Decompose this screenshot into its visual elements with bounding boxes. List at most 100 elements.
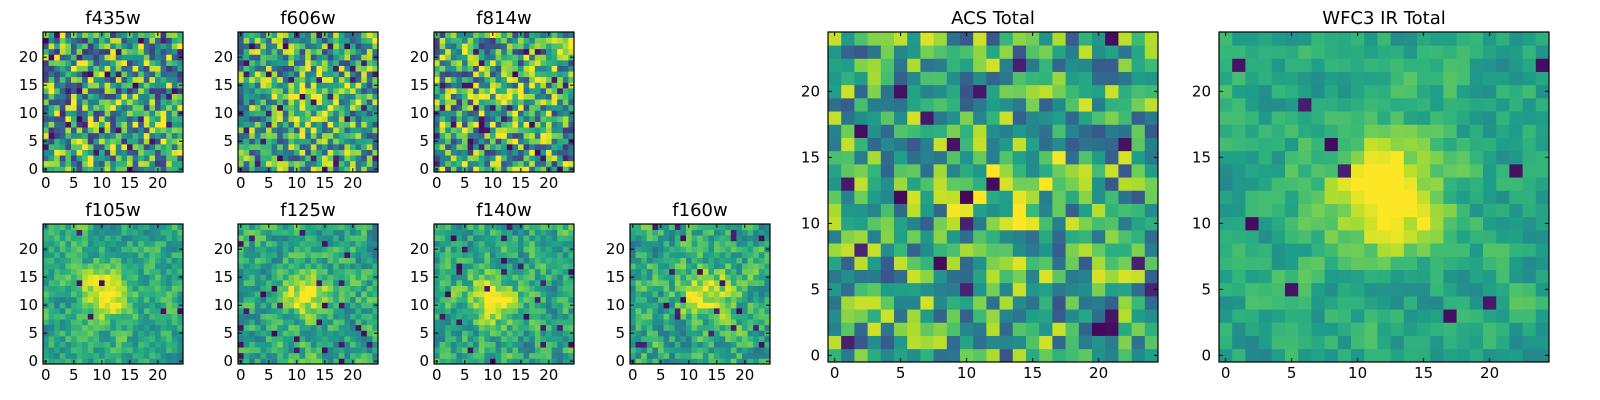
- heatmap-cell: [59, 224, 66, 230]
- heatmap-cell: [456, 32, 463, 38]
- heatmap-cell: [490, 71, 496, 78]
- heatmap-cell: [361, 132, 368, 139]
- heatmap-cell: [439, 347, 446, 354]
- heatmap-cell: [697, 235, 704, 242]
- heatmap-cell: [518, 116, 524, 122]
- heatmap-cell: [132, 116, 139, 122]
- heatmap-cell: [557, 144, 564, 150]
- heatmap-cell: [149, 324, 156, 331]
- heatmap-cell: [143, 330, 150, 337]
- heatmap-cell: [506, 358, 513, 365]
- heatmap-cell: [568, 149, 575, 156]
- heatmap-cell: [867, 177, 882, 191]
- y-tick-label: 0: [28, 352, 38, 370]
- heatmap-cell: [299, 352, 306, 359]
- heatmap-cell: [725, 263, 732, 270]
- heatmap-cell: [138, 82, 145, 89]
- heatmap-cell: [104, 246, 111, 253]
- heatmap-cell: [271, 48, 278, 55]
- heatmap-cell: [104, 104, 111, 111]
- heatmap-cell: [87, 274, 94, 281]
- heatmap-cell: [484, 132, 491, 139]
- heatmap-cell: [266, 252, 272, 258]
- heatmap-cell: [518, 155, 524, 162]
- heatmap-cell: [501, 330, 508, 337]
- heatmap-cell: [641, 302, 648, 309]
- heatmap-cell: [880, 243, 895, 257]
- heatmap-cell: [54, 65, 61, 72]
- heatmap-cell: [305, 144, 312, 150]
- heatmap-cell: [473, 240, 480, 247]
- heatmap-cell: [93, 76, 100, 83]
- heatmap-cell: [355, 93, 362, 100]
- heatmap-cell: [450, 65, 457, 72]
- heatmap-cell: [294, 160, 300, 167]
- heatmap-cell: [93, 224, 100, 230]
- heatmap-cell: [171, 229, 178, 236]
- heatmap-cell: [282, 285, 289, 292]
- heatmap-cell: [59, 274, 66, 281]
- heatmap-cell: [518, 347, 524, 354]
- heatmap-cell: [484, 235, 491, 242]
- heatmap-cell: [254, 82, 261, 89]
- heatmap-cell: [529, 313, 536, 320]
- heatmap-cell: [652, 240, 659, 247]
- heatmap-cell: [462, 280, 468, 286]
- heatmap-cell: [238, 285, 244, 292]
- y-tick-label: 0: [223, 352, 233, 370]
- heatmap-cell: [254, 88, 261, 94]
- heatmap-cell: [249, 166, 256, 173]
- heatmap-cell: [99, 43, 105, 50]
- heatmap-cell: [155, 65, 161, 72]
- heatmap-cell: [512, 268, 519, 275]
- heatmap-cell: [562, 358, 569, 365]
- heatmap-cell: [115, 82, 122, 89]
- heatmap-cell: [355, 252, 362, 258]
- heatmap-cell: [299, 166, 306, 173]
- heatmap-cell: [361, 308, 368, 314]
- heatmap-cell: [702, 268, 709, 275]
- heatmap-cell: [271, 54, 278, 61]
- heatmap-cell: [753, 352, 760, 359]
- heatmap-cell: [243, 347, 250, 354]
- heatmap-cell: [456, 246, 463, 253]
- heatmap-cell: [999, 203, 1014, 218]
- heatmap-cell: [65, 319, 72, 326]
- heatmap-cell: [546, 240, 552, 247]
- heatmap-cell: [646, 296, 653, 303]
- heatmap-cell: [76, 352, 83, 359]
- heatmap-cell: [305, 155, 312, 162]
- heatmap-cell: [467, 65, 474, 72]
- heatmap-cell: [445, 104, 452, 111]
- heatmap-cell: [568, 285, 575, 292]
- heatmap-cell: [490, 229, 496, 236]
- heatmap-cell: [338, 76, 345, 83]
- heatmap-cell: [534, 296, 541, 303]
- heatmap-cell: [484, 352, 491, 359]
- heatmap-cell: [753, 358, 760, 365]
- heatmap-cell: [310, 324, 317, 331]
- heatmap-cell: [894, 309, 908, 323]
- heatmap-cell: [719, 352, 726, 359]
- heatmap-cell: [54, 352, 61, 359]
- heatmap-cell: [282, 268, 289, 275]
- heatmap-cell: [841, 296, 855, 310]
- heatmap-cell: [674, 240, 681, 247]
- heatmap-cell: [115, 37, 122, 44]
- heatmap-cell: [714, 291, 720, 298]
- heatmap-cell: [160, 224, 167, 230]
- heatmap-cell: [880, 348, 895, 363]
- heatmap-cell: [355, 302, 362, 309]
- heatmap-cell: [127, 88, 133, 94]
- heatmap-cell: [43, 76, 49, 83]
- heatmap-cell: [658, 308, 664, 314]
- heatmap-cell: [366, 110, 373, 117]
- heatmap-cell: [59, 60, 66, 66]
- heatmap-cell: [501, 99, 508, 106]
- heatmap-cell: [76, 65, 83, 72]
- heatmap-cell: [523, 274, 530, 281]
- heatmap-cell: [518, 240, 524, 247]
- heatmap-cell: [87, 104, 94, 111]
- heatmap-cell: [523, 352, 530, 359]
- heatmap-cell: [445, 99, 452, 106]
